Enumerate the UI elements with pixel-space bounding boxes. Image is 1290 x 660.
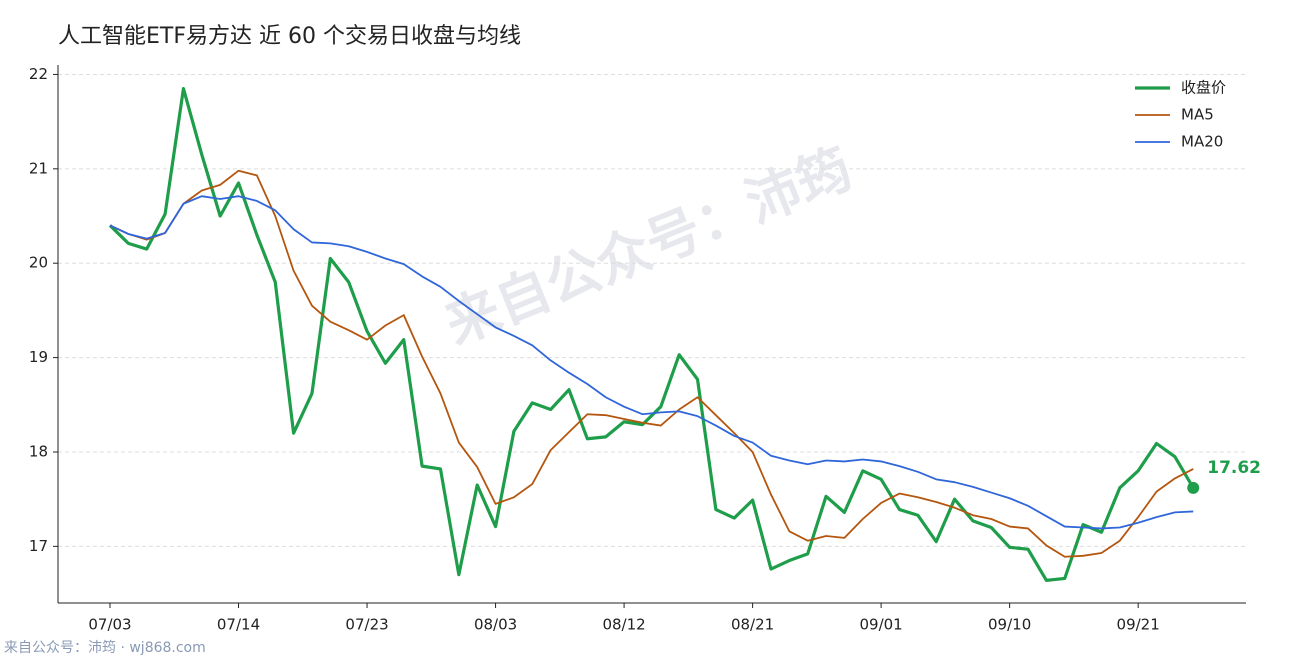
x-tick-label: 08/03: [474, 616, 517, 634]
x-tick-label: 09/10: [988, 616, 1031, 634]
line-series: [109, 195, 1194, 530]
x-tick-label: 09/21: [1117, 616, 1160, 634]
watermark: 来自公众号：沛筠: [436, 136, 860, 356]
y-tick-label: 20: [29, 254, 48, 272]
y-tick-label: 22: [29, 65, 48, 83]
y-tick-label: 17: [29, 537, 48, 555]
x-tick-label: 08/21: [731, 616, 774, 634]
y-tick-label: 21: [29, 159, 48, 177]
line-series: [108, 86, 1195, 582]
legend-label: MA5: [1181, 106, 1214, 124]
legend-label: 收盘价: [1181, 79, 1226, 97]
x-tick-label: 07/14: [217, 616, 260, 634]
x-tick-label: 09/01: [860, 616, 903, 634]
y-tick-label: 19: [29, 348, 48, 366]
x-tick-label: 07/03: [88, 616, 131, 634]
legend-label: MA20: [1181, 133, 1223, 151]
chart-title: 人工智能ETF易方达 近 60 个交易日收盘与均线: [58, 24, 521, 49]
x-tick-label: 07/23: [345, 616, 388, 634]
footer: 来自公众号：沛筠 · wj868.com: [4, 639, 206, 656]
line-series: [109, 169, 1194, 558]
x-tick-label: 08/12: [602, 616, 645, 634]
last-value-label: 17.62: [1207, 458, 1261, 478]
last-point: [1187, 481, 1200, 494]
y-tick-label: 18: [29, 442, 48, 460]
